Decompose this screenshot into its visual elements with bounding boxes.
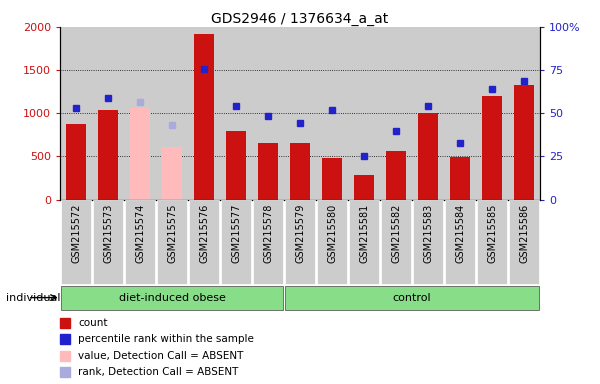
Bar [220, 27, 252, 200]
Bar [451, 157, 470, 200]
FancyBboxPatch shape [157, 200, 187, 284]
Bar [60, 27, 92, 200]
Bar [156, 27, 188, 200]
Text: GSM215574: GSM215574 [135, 204, 145, 263]
Bar [188, 27, 220, 200]
Bar [380, 27, 412, 200]
Text: GSM215585: GSM215585 [487, 204, 497, 263]
Bar [130, 108, 149, 200]
FancyBboxPatch shape [284, 286, 539, 310]
Text: GSM215584: GSM215584 [455, 204, 465, 263]
FancyBboxPatch shape [284, 200, 316, 284]
Text: count: count [79, 318, 108, 328]
Text: diet-induced obese: diet-induced obese [119, 293, 226, 303]
Bar [322, 158, 341, 200]
Text: individual: individual [6, 293, 61, 303]
Text: GSM215577: GSM215577 [231, 204, 241, 263]
Bar [194, 34, 214, 200]
Bar [124, 27, 156, 200]
Bar [252, 27, 284, 200]
FancyBboxPatch shape [92, 200, 124, 284]
FancyBboxPatch shape [188, 200, 220, 284]
Bar [508, 27, 540, 200]
FancyBboxPatch shape [125, 200, 155, 284]
Text: GSM215581: GSM215581 [359, 204, 369, 263]
Text: GSM215579: GSM215579 [295, 204, 305, 263]
FancyBboxPatch shape [445, 200, 475, 284]
FancyBboxPatch shape [413, 200, 443, 284]
Bar [418, 113, 437, 200]
Bar [259, 143, 278, 200]
Bar [476, 27, 508, 200]
Text: GSM215580: GSM215580 [327, 204, 337, 263]
Bar [290, 143, 310, 200]
Bar [444, 27, 476, 200]
Bar [482, 96, 502, 200]
Bar [98, 110, 118, 200]
Text: rank, Detection Call = ABSENT: rank, Detection Call = ABSENT [79, 367, 239, 377]
Bar [348, 27, 380, 200]
Text: GSM215575: GSM215575 [167, 204, 177, 263]
Bar [355, 175, 374, 200]
Bar [316, 27, 348, 200]
Bar [514, 85, 533, 200]
Text: GSM215586: GSM215586 [519, 204, 529, 263]
Text: GSM215572: GSM215572 [71, 204, 81, 263]
Text: GSM215582: GSM215582 [391, 204, 401, 263]
Text: GSM215573: GSM215573 [103, 204, 113, 263]
FancyBboxPatch shape [349, 200, 379, 284]
Text: GSM215576: GSM215576 [199, 204, 209, 263]
Bar [67, 124, 86, 200]
Text: GSM215583: GSM215583 [423, 204, 433, 263]
FancyBboxPatch shape [317, 200, 347, 284]
Title: GDS2946 / 1376634_a_at: GDS2946 / 1376634_a_at [211, 12, 389, 26]
Text: control: control [392, 293, 431, 303]
FancyBboxPatch shape [253, 200, 283, 284]
Bar [386, 151, 406, 200]
FancyBboxPatch shape [380, 200, 412, 284]
Text: value, Detection Call = ABSENT: value, Detection Call = ABSENT [79, 351, 244, 361]
Text: GSM215578: GSM215578 [263, 204, 273, 263]
FancyBboxPatch shape [221, 200, 251, 284]
Bar [92, 27, 124, 200]
FancyBboxPatch shape [61, 200, 91, 284]
Bar [284, 27, 316, 200]
FancyBboxPatch shape [61, 286, 283, 310]
Bar [163, 147, 182, 200]
FancyBboxPatch shape [509, 200, 539, 284]
Text: percentile rank within the sample: percentile rank within the sample [79, 334, 254, 344]
FancyBboxPatch shape [476, 200, 508, 284]
Bar [412, 27, 444, 200]
Bar [226, 131, 245, 200]
